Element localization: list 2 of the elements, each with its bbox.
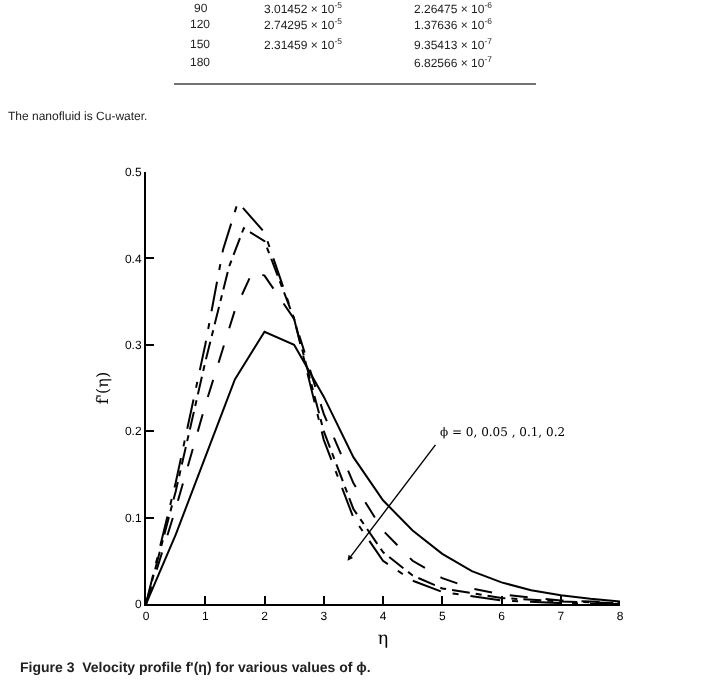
y-axis-title: f'(η) — [94, 371, 113, 405]
x-axis-title: η — [377, 630, 389, 650]
